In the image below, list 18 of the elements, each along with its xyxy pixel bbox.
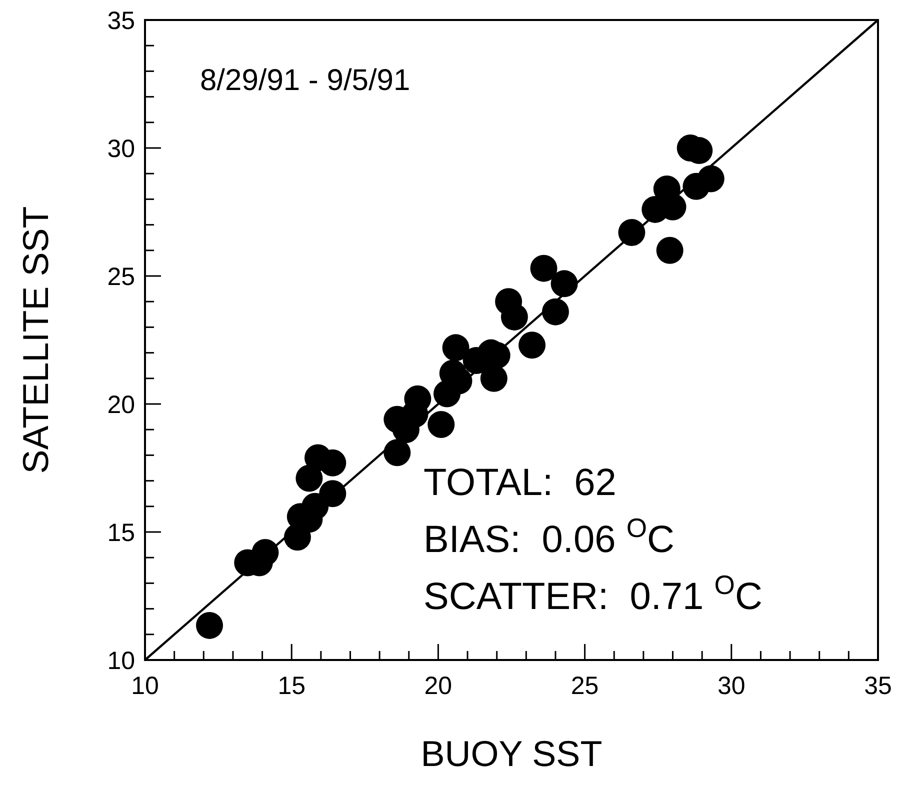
y-tick-label: 20	[107, 391, 135, 419]
x-tick-label: 30	[717, 672, 746, 700]
x-tick-label: 15	[278, 672, 306, 700]
x-tick-label: 25	[570, 672, 599, 700]
x-axis-title: BUOY SST	[420, 733, 602, 774]
x-tick-label: 35	[864, 672, 892, 700]
annotation: BIAS: 0.06 $^{O}$C	[424, 513, 674, 561]
annotation: 8/29/91 - 9/5/91	[200, 64, 410, 97]
y-tick-label: 10	[107, 647, 135, 675]
y-tick-label: 25	[107, 263, 135, 291]
y-axis-title: SATELLITE SST	[15, 206, 56, 474]
y-tick-label: 35	[107, 7, 135, 35]
x-tick-label: 20	[424, 672, 452, 700]
x-tick-label: 10	[131, 672, 159, 700]
y-tick-label: 30	[107, 135, 135, 163]
annotation: SCATTER: 0.71 $^{O}$C	[424, 570, 762, 618]
annotation: TOTAL: 62	[424, 462, 616, 504]
y-tick-label: 15	[107, 519, 135, 547]
